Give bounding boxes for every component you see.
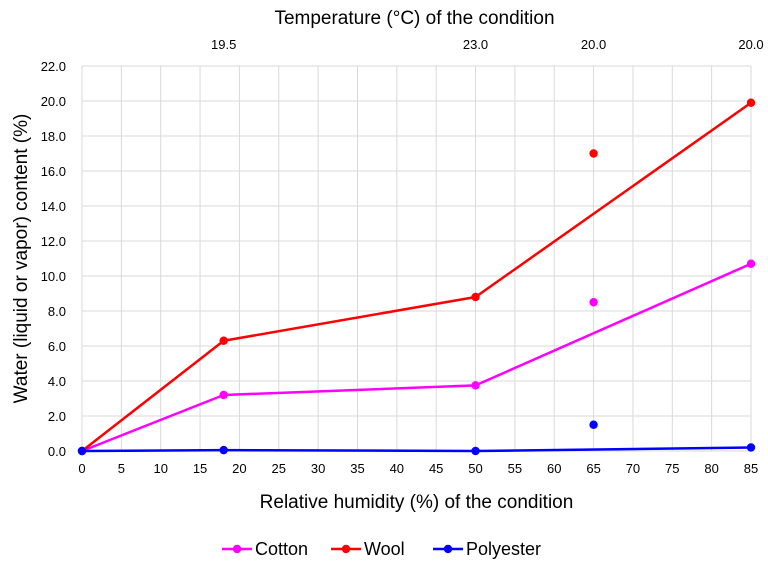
y-tick-label: 8.0 (48, 304, 66, 319)
series-wool (77, 98, 756, 456)
y-tick-label: 12.0 (41, 234, 66, 249)
y-tick-label: 20.0 (41, 94, 66, 109)
x-tick-label: 75 (665, 461, 679, 476)
x-tick-label: 10 (153, 461, 167, 476)
legend-marker-wool (341, 544, 351, 554)
data-point-wool (589, 149, 598, 158)
x-tick-label: 30 (311, 461, 325, 476)
x-tick-label: 25 (272, 461, 286, 476)
legend-marker-cotton (232, 544, 242, 554)
top-tick-label: 20.0 (581, 37, 606, 52)
x-tick-label: 40 (390, 461, 404, 476)
x-tick-label: 45 (429, 461, 443, 476)
legend-marker-polyester (443, 544, 453, 554)
y-axis-title: Water (liquid or vapor) content (%) (11, 114, 32, 404)
x-tick-label: 35 (350, 461, 364, 476)
y-tick-label: 14.0 (41, 199, 66, 214)
x-tick-label: 15 (193, 461, 207, 476)
y-tick-label: 2.0 (48, 409, 66, 424)
y-tick-label: 0.0 (48, 444, 66, 459)
top-tick-label: 20.0 (738, 37, 763, 52)
x-tick-label: 0 (78, 461, 85, 476)
data-point-cotton (219, 390, 228, 400)
top-tick-label: 19.5 (211, 37, 236, 52)
series-layer (77, 98, 756, 456)
top-axis-title: Temperature (°C) of the condition (274, 8, 554, 29)
x-tick-label: 85 (744, 461, 758, 476)
y-tick-label: 16.0 (41, 164, 66, 179)
series-line-cotton (81, 262, 752, 453)
data-point-wool (471, 292, 480, 302)
top-tick-label: 23.0 (463, 37, 488, 52)
legend-label-cotton: Cotton (255, 539, 308, 559)
tick-labels: 0 5 10 15 20 25 30 35 40 45 50 55 60 65 70 75 80 85 0.0 2.0… (41, 37, 764, 476)
legend-label-wool: Wool (364, 539, 405, 559)
series-polyester (77, 420, 756, 456)
y-tick-label: 22.0 (41, 59, 66, 74)
x-tick-label: 50 (468, 461, 482, 476)
data-point-wool (219, 336, 228, 345)
x-tick-label: 80 (704, 461, 718, 476)
data-point-polyester (589, 420, 598, 429)
data-point-polyester (77, 446, 87, 456)
data-point-polyester (219, 445, 228, 455)
grid (81, 65, 752, 452)
y-tick-label: 6.0 (48, 339, 66, 354)
legend-label-polyester: Polyester (466, 539, 541, 559)
data-point-cotton (746, 259, 756, 268)
series-cotton (77, 259, 756, 456)
x-tick-label: 55 (508, 461, 522, 476)
y-tick-label: 4.0 (48, 374, 66, 389)
x-tick-label: 65 (586, 461, 600, 476)
data-point-wool (746, 98, 756, 107)
data-point-polyester (746, 443, 756, 452)
x-tick-label: 20 (232, 461, 246, 476)
data-point-polyester (471, 446, 480, 456)
x-tick-label: 70 (626, 461, 640, 476)
y-tick-label: 10.0 (41, 269, 66, 284)
x-axis-title: Relative humidity (%) of the condition (260, 492, 574, 513)
x-tick-label: 60 (547, 461, 561, 476)
data-point-cotton (471, 381, 480, 390)
series-line-wool (81, 101, 752, 452)
legend: Cotton Wool Polyester (222, 539, 541, 559)
series-line-polyester (81, 446, 752, 453)
y-tick-label: 18.0 (41, 129, 66, 144)
data-point-cotton (589, 298, 598, 307)
x-tick-label: 5 (118, 461, 125, 476)
